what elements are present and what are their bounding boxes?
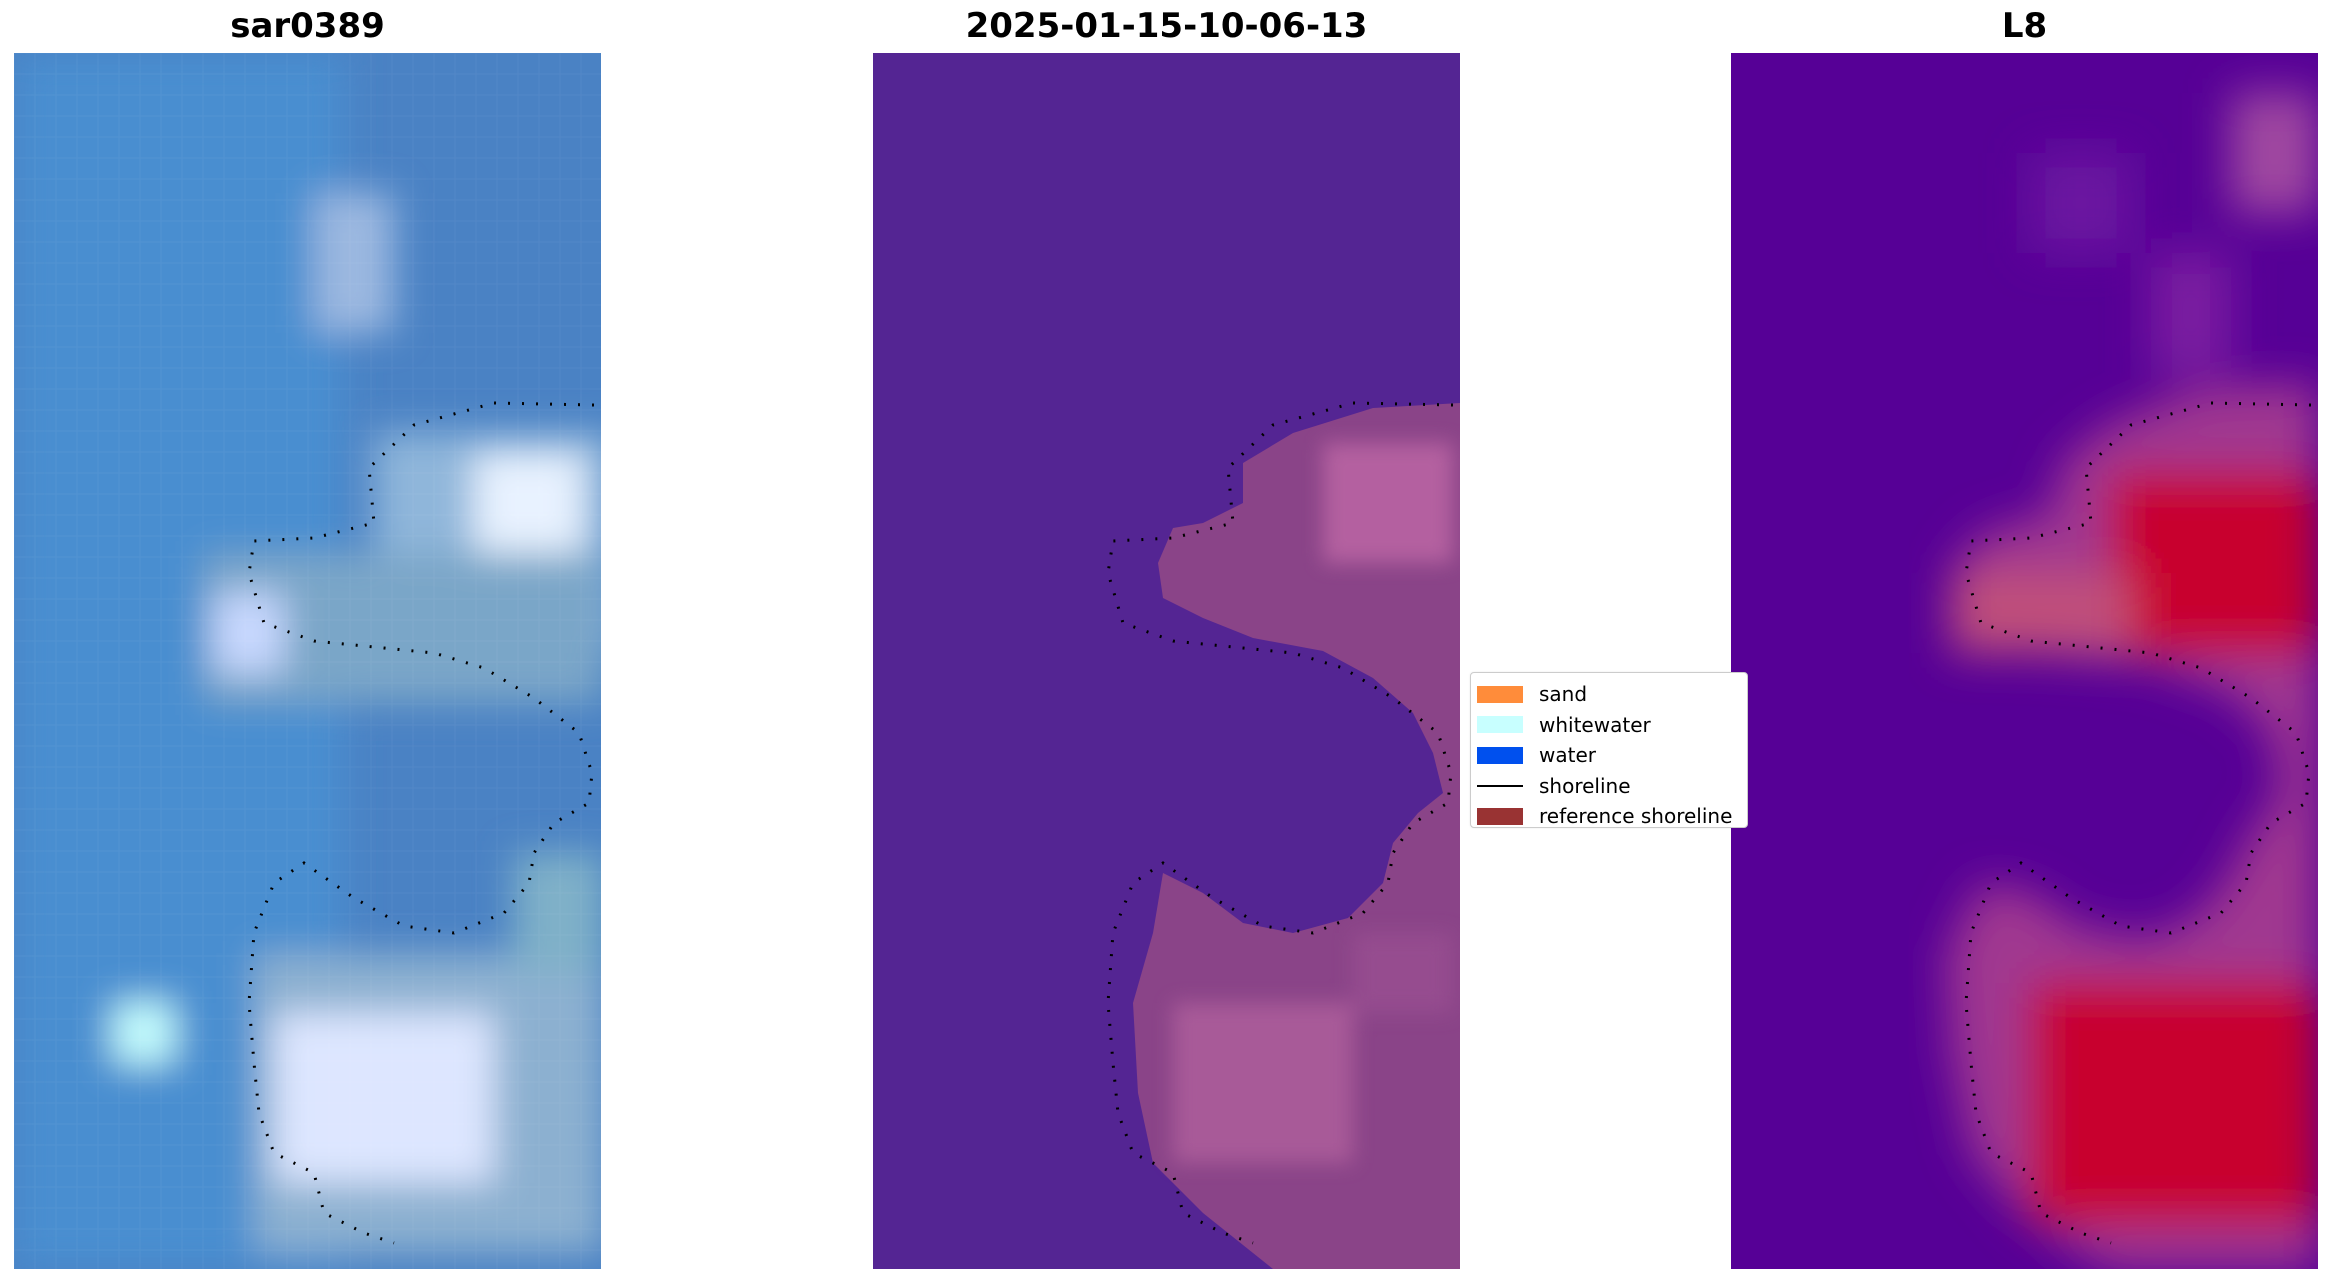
index-image (1731, 53, 2318, 1269)
legend-label: reference shoreline (1539, 804, 1733, 829)
legend-swatch-reference-shoreline (1477, 807, 1523, 825)
legend-label: whitewater (1539, 712, 1651, 737)
shoreline-trace (247, 401, 595, 1245)
legend-line-shoreline (1477, 784, 1523, 787)
legend-item-sand: sand (1477, 679, 1747, 710)
legend-label: shoreline (1539, 773, 1631, 798)
panel-title-classified: 2025-01-15-10-06-13 (965, 6, 1368, 46)
legend-label: water (1539, 743, 1596, 768)
legend-swatch-water (1477, 746, 1523, 764)
legend-swatch-sand (1477, 685, 1523, 703)
shoreline-trace (1964, 401, 2312, 1245)
classified-image-panel (873, 53, 1460, 1269)
legend-item-water: water (1477, 740, 1747, 771)
shoreline-trace (1106, 401, 1454, 1245)
legend: sand whitewater water shoreline referenc… (1470, 672, 1748, 828)
panel-title-index: L8 (2001, 6, 2048, 46)
legend-label: sand (1539, 682, 1588, 707)
rgb-image (14, 53, 601, 1269)
legend-item-reference-shoreline: reference shoreline (1477, 801, 1747, 832)
rgb-image-panel (14, 53, 601, 1269)
legend-item-whitewater: whitewater (1477, 710, 1747, 741)
legend-swatch-whitewater (1477, 716, 1523, 734)
classified-image (873, 53, 1460, 1269)
panel-title-rgb: sar0389 (230, 6, 385, 46)
legend-item-shoreline: shoreline (1477, 771, 1747, 802)
index-image-panel (1731, 53, 2318, 1269)
